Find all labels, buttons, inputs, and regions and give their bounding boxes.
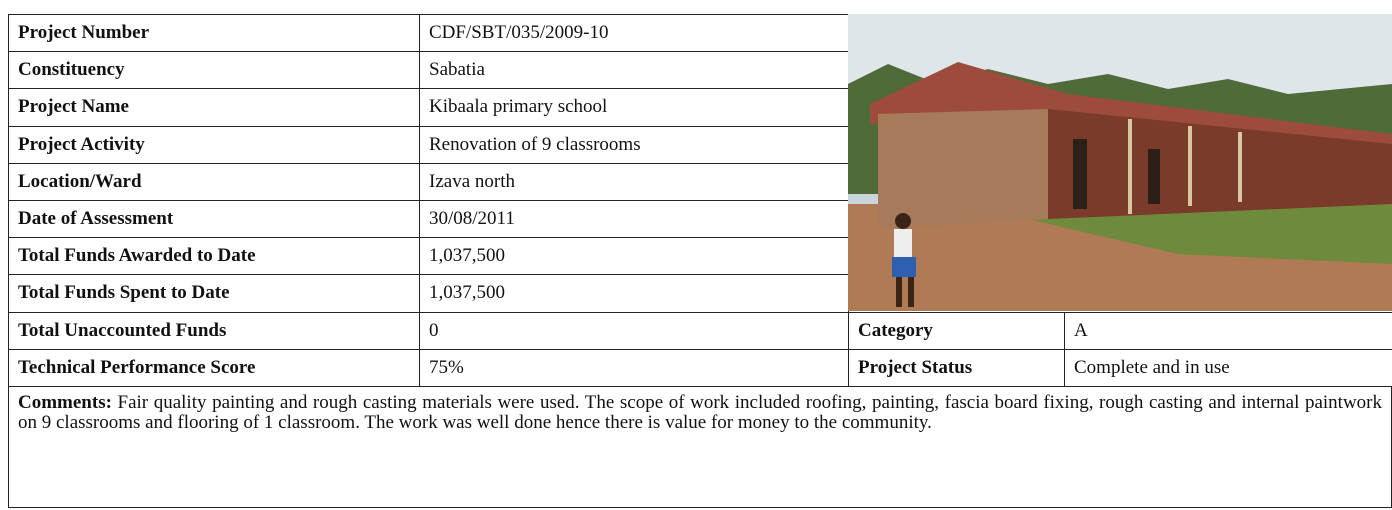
- row-value: 0: [419, 312, 849, 350]
- page: Project NumberCDF/SBT/035/2009-10Constit…: [0, 0, 1392, 510]
- row-label: Project Name: [8, 88, 420, 126]
- comments-text: Fair quality painting and rough casting …: [18, 392, 1382, 433]
- row-label: Total Unaccounted Funds: [8, 312, 420, 350]
- comments-label: Comments:: [18, 392, 112, 413]
- row-label: Total Funds Awarded to Date: [8, 237, 420, 275]
- row-label: Location/Ward: [8, 163, 420, 201]
- row-value: 75%: [419, 349, 849, 387]
- row-label: Project Number: [8, 14, 420, 52]
- row-value: Renovation of 9 classrooms: [419, 126, 849, 164]
- side-value: Complete and in use: [1064, 349, 1392, 387]
- row-label: Total Funds Spent to Date: [8, 274, 420, 312]
- row-value: 30/08/2011: [419, 200, 849, 238]
- side-label: Category: [848, 312, 1065, 350]
- project-photo: [848, 14, 1392, 311]
- row-value: 1,037,500: [419, 237, 849, 275]
- row-label: Constituency: [8, 51, 420, 89]
- row-value: Sabatia: [419, 51, 849, 89]
- row-value: CDF/SBT/035/2009-10: [419, 14, 849, 52]
- row-label: Technical Performance Score: [8, 349, 420, 387]
- row-value: 1,037,500: [419, 274, 849, 312]
- side-value: A: [1064, 312, 1392, 350]
- row-label: Project Activity: [8, 126, 420, 164]
- comments: Comments: Fair quality painting and roug…: [8, 386, 1392, 508]
- row-value: Kibaala primary school: [419, 88, 849, 126]
- row-value: Izava north: [419, 163, 849, 201]
- side-label: Project Status: [848, 349, 1065, 387]
- row-label: Date of Assessment: [8, 200, 420, 238]
